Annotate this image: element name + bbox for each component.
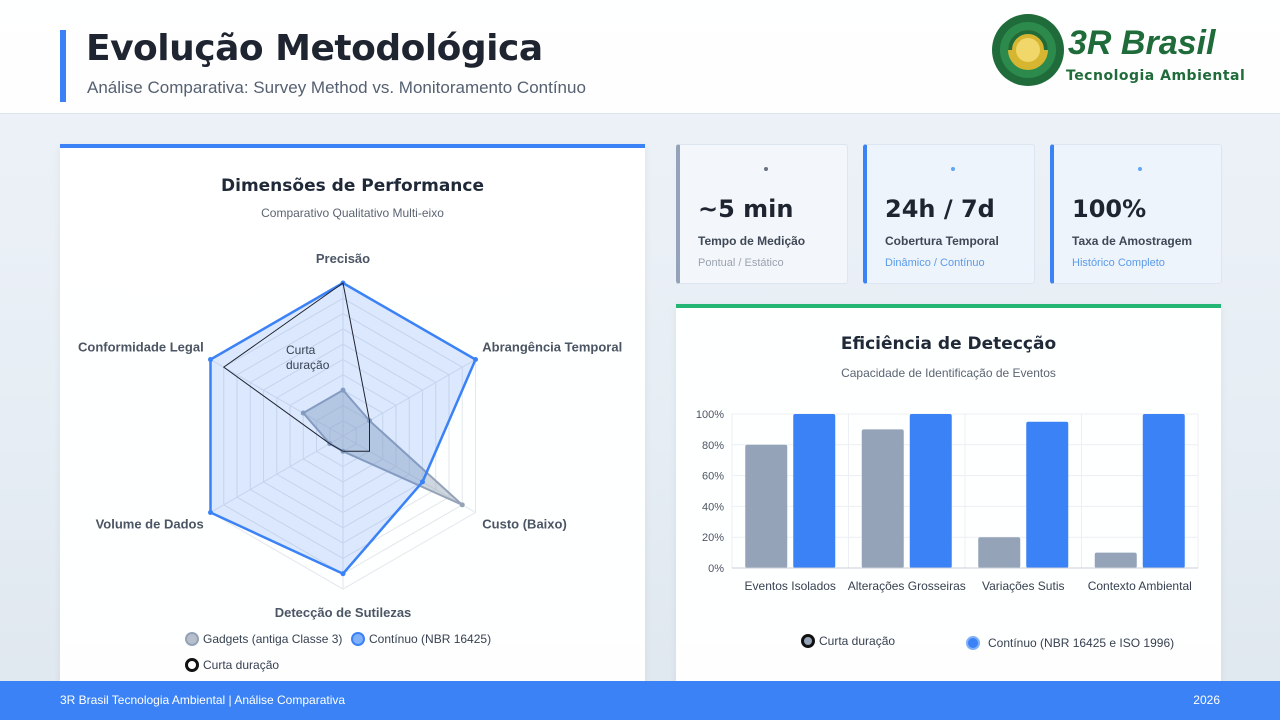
stat-note: Pontual / Estático — [698, 257, 784, 269]
legend-label: Curta duração — [203, 658, 280, 672]
header: Evolução Metodológica Análise Comparativ… — [0, 0, 1280, 114]
dot-icon — [764, 167, 768, 171]
bar-title: Eficiência de Detecção — [840, 334, 1057, 354]
radar-point — [473, 357, 479, 362]
legend-label: Contínuo (NBR 16425 e ISO 1996) — [988, 636, 1175, 650]
radar-axis-label: Precisão — [316, 251, 370, 266]
stat-value: 100% — [1072, 195, 1147, 223]
stat-card-temporal-coverage: 24h / 7d Cobertura Temporal Dinâmico / C… — [863, 144, 1035, 284]
stat-label: Tempo de Medição — [698, 234, 806, 248]
bar-y-tick-label: 40% — [702, 501, 724, 513]
bar — [793, 414, 836, 568]
legend-item-curta-duracao[interactable]: Curta duração — [801, 634, 895, 648]
footer-left: 3R Brasil Tecnologia Ambiental | Análise… — [60, 693, 346, 707]
bar-y-tick-label: 20% — [702, 532, 724, 544]
stat-value: 24h / 7d — [885, 195, 995, 223]
stat-card-measurement-time: ~5 min Tempo de Medição Pontual / Estáti… — [676, 144, 848, 284]
radar-axis-line — [342, 435, 476, 513]
bar — [909, 414, 952, 568]
radar-axis-label: Conformidade Legal — [78, 340, 204, 355]
radar-annotation: duração — [286, 358, 330, 372]
legend-swatch — [185, 632, 199, 646]
footer: 3R Brasil Tecnologia Ambiental | Análise… — [0, 681, 1280, 720]
stat-card-sampling-rate: 100% Taxa de Amostragem Histórico Comple… — [1050, 144, 1222, 284]
legend-swatch — [185, 658, 199, 672]
bar-chart-card: Eficiência de Detecção Capacidade de Ide… — [676, 304, 1221, 684]
radar-chart: Precisão Abrangência Temporal Custo (Baixo… — [78, 251, 622, 620]
radar-point — [459, 502, 465, 508]
logo-tagline: Tecnologia Ambiental — [1066, 68, 1246, 84]
radar-axis-label: Custo (Baixo) — [482, 517, 567, 532]
legend-item-gadgets[interactable]: Gadgets (antiga Classe 3) — [185, 632, 342, 646]
radar-point — [207, 510, 213, 515]
bar-x-tick-label: Contexto Ambiental — [1088, 579, 1192, 593]
bar-y-tick-label: 60% — [702, 471, 724, 483]
dot-icon — [1138, 167, 1142, 171]
radar-annotation: Curta — [286, 343, 316, 357]
radar-subtitle: Comparativo Qualitativo Multi-eixo — [261, 206, 444, 220]
radar-axis-line — [210, 359, 344, 437]
footer-year: 2026 — [1193, 693, 1220, 707]
radar-chart-card: Dimensões de Performance Comparativo Qua… — [60, 144, 645, 684]
legend-label: Contínuo (NBR 16425) — [369, 632, 492, 646]
radar-axis-label: Volume de Dados — [96, 517, 204, 532]
legend-swatch — [801, 634, 815, 648]
bar-y-tick-label: 80% — [702, 440, 724, 452]
bar-y-tick-label: 100% — [696, 409, 724, 421]
page-title: Evolução Metodológica — [86, 28, 543, 69]
stat-label: Taxa de Amostragem — [1072, 234, 1193, 248]
radar-axis-label: Abrangência Temporal — [482, 340, 622, 355]
company-logo: 3R Brasil — [992, 14, 1217, 86]
logo-brand: 3R Brasil — [1068, 24, 1217, 62]
radar-point — [340, 387, 346, 393]
stat-note: Dinâmico / Contínuo — [885, 257, 985, 269]
stat-label: Cobertura Temporal — [885, 234, 999, 248]
legend-item-curta-duracao[interactable]: Curta duração — [185, 658, 279, 672]
legend-label: Gadgets (antiga Classe 3) — [203, 632, 343, 646]
radar-point — [300, 410, 306, 416]
bar-x-tick-label: Variações Sutis — [982, 579, 1064, 593]
radar-series-polygon — [209, 281, 478, 576]
legend-swatch — [351, 632, 365, 646]
legend-swatch — [966, 636, 980, 650]
bar — [978, 537, 1021, 568]
bar-x-tick-label: Eventos Isolados — [745, 579, 836, 593]
radar-axis-line — [210, 435, 344, 513]
page-subtitle: Análise Comparativa: Survey Method vs. M… — [87, 78, 586, 97]
radar-axis-label: Detecção de Sutilezas — [275, 605, 412, 620]
radar-point — [340, 571, 346, 577]
bar-y-tick-label: 0% — [708, 563, 724, 575]
bar-chart: 0% 20% 40% 60% 80% 100% Eventos Isolados Altera… — [696, 409, 1199, 593]
dot-icon — [951, 167, 955, 171]
bar — [745, 444, 788, 568]
stat-note: Histórico Completo — [1072, 257, 1165, 269]
legend-item-continuo[interactable]: Contínuo (NBR 16425) — [351, 632, 491, 646]
radar-point — [207, 357, 213, 362]
bar-subtitle: Capacidade de Identificação de Eventos — [841, 366, 1056, 380]
bar — [1142, 414, 1185, 568]
stat-value: ~5 min — [698, 195, 794, 223]
radar-axis-line — [342, 359, 476, 437]
title-accent-bar — [60, 30, 66, 102]
bar-x-tick-label: Alterações Grosseiras — [848, 579, 966, 593]
bar — [1026, 421, 1069, 568]
radar-title: Dimensões de Performance — [221, 176, 484, 196]
bar — [1094, 552, 1137, 568]
legend-item-continuo[interactable]: Contínuo (NBR 16425 e ISO 1996) — [966, 636, 1174, 650]
radar-point — [420, 479, 426, 485]
legend-label: Curta duração — [819, 634, 896, 648]
bar — [861, 429, 904, 568]
radar-series-polygon — [222, 282, 371, 452]
